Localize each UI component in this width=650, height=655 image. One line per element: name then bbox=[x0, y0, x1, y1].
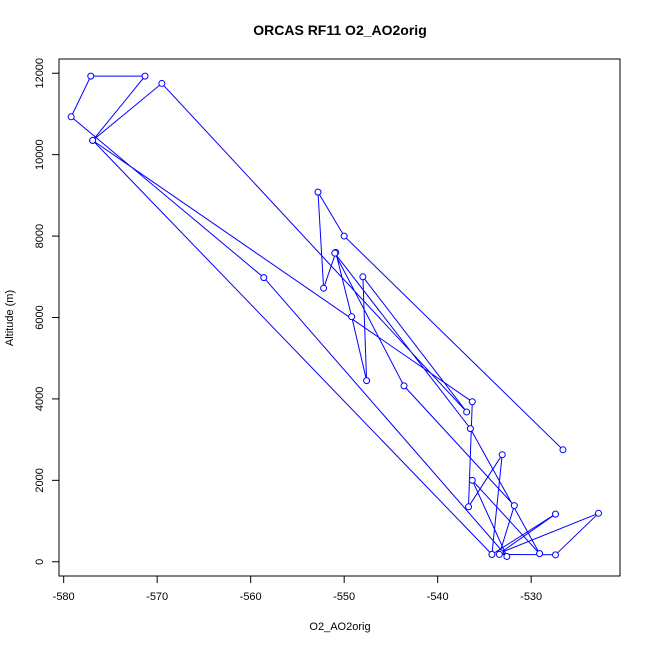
y-tick-label: 6000 bbox=[34, 305, 46, 329]
y-tick-label: 4000 bbox=[34, 387, 46, 411]
data-point bbox=[594, 509, 602, 517]
x-tick-label: -570 bbox=[146, 591, 168, 603]
data-point bbox=[400, 382, 408, 390]
y-tick-label: 0 bbox=[34, 559, 46, 565]
data-point bbox=[503, 552, 511, 560]
x-axis-label: O2_AO2orig bbox=[309, 621, 370, 633]
x-tick-label: -540 bbox=[427, 591, 449, 603]
y-axis: 0 2000 4000 6000 8000 10000 12000 bbox=[34, 58, 60, 565]
data-point bbox=[314, 188, 322, 196]
y-tick-label: 10000 bbox=[34, 139, 46, 170]
data-point bbox=[468, 476, 476, 484]
data-point bbox=[141, 72, 149, 80]
y-tick-label: 2000 bbox=[34, 468, 46, 492]
x-tick-label: -550 bbox=[333, 591, 355, 603]
data-point bbox=[158, 79, 166, 87]
x-tick-label: -560 bbox=[240, 591, 262, 603]
plot-frame bbox=[58, 58, 621, 577]
x-tick-label: -580 bbox=[53, 591, 75, 603]
data-point bbox=[551, 551, 559, 559]
series-line bbox=[70, 75, 599, 557]
data-point bbox=[468, 398, 476, 406]
data-point bbox=[559, 446, 567, 454]
data-point bbox=[331, 249, 339, 257]
data-point bbox=[495, 550, 503, 558]
series-layer bbox=[67, 72, 602, 560]
x-axis: -580 -570 -560 -550 -540 -530 bbox=[53, 575, 542, 603]
y-axis-label: Altitude (m) bbox=[4, 290, 16, 346]
data-point bbox=[67, 113, 75, 121]
data-point bbox=[488, 550, 496, 558]
data-point bbox=[340, 232, 348, 240]
data-point bbox=[348, 313, 356, 321]
data-point bbox=[510, 502, 518, 510]
data-point bbox=[498, 451, 506, 459]
y-tick-label: 12000 bbox=[34, 58, 46, 89]
chart-title: ORCAS RF11 O2_AO2orig bbox=[253, 22, 427, 38]
series-0 bbox=[67, 72, 602, 560]
data-point bbox=[359, 273, 367, 281]
data-point bbox=[465, 503, 473, 511]
data-point bbox=[87, 72, 95, 80]
data-point bbox=[260, 274, 268, 282]
data-point bbox=[89, 136, 97, 144]
x-tick-label: -530 bbox=[520, 591, 542, 603]
data-point bbox=[536, 550, 544, 558]
data-point bbox=[320, 284, 328, 292]
data-point bbox=[466, 425, 474, 433]
data-point bbox=[551, 510, 559, 518]
data-point bbox=[463, 408, 471, 416]
data-point bbox=[363, 377, 371, 385]
y-tick-label: 8000 bbox=[34, 224, 46, 248]
